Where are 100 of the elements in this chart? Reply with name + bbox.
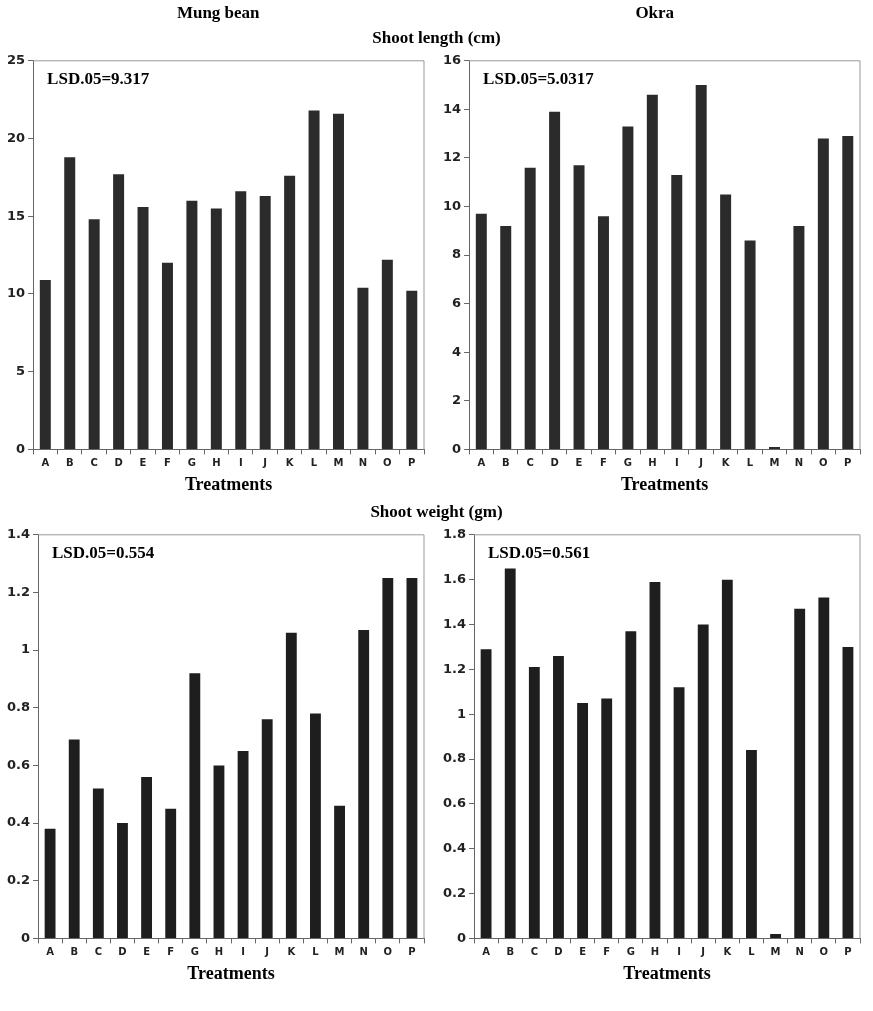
bar bbox=[310, 713, 321, 938]
bar bbox=[68, 739, 80, 938]
y-tick-label: 0.2 bbox=[7, 872, 31, 888]
x-tick-label: A bbox=[477, 456, 486, 468]
y-tick-label: 0 bbox=[20, 929, 31, 945]
y-tick-label: 10 bbox=[7, 285, 26, 301]
y-tick-label: 1 bbox=[20, 641, 31, 657]
bar bbox=[406, 290, 418, 449]
bar bbox=[165, 808, 177, 938]
bar bbox=[189, 673, 201, 938]
bar bbox=[406, 578, 418, 938]
y-tick-label: 0.6 bbox=[443, 795, 467, 811]
y-tick-label: 1.2 bbox=[7, 583, 31, 599]
y-tick-label: 10 bbox=[443, 197, 462, 213]
y-tick-label: 16 bbox=[443, 52, 462, 68]
x-tick-label: J bbox=[700, 945, 706, 957]
x-tick-label: P bbox=[408, 945, 416, 957]
x-tick-label: F bbox=[167, 945, 175, 957]
y-tick-label: 25 bbox=[7, 52, 26, 68]
bar bbox=[237, 751, 249, 938]
bar bbox=[549, 111, 561, 449]
chart-title: Mung bean bbox=[175, 2, 261, 24]
x-tick-label: B bbox=[70, 945, 79, 957]
x-tick-label: D bbox=[114, 456, 123, 468]
y-tick-label: 1.6 bbox=[443, 571, 467, 587]
y-tick-label: 0.6 bbox=[7, 756, 31, 772]
bar bbox=[88, 219, 100, 449]
y-tick-label: 0.8 bbox=[443, 750, 467, 766]
y-tick-label: 8 bbox=[452, 246, 462, 262]
x-tick-label: I bbox=[674, 456, 679, 468]
x-tick-label: K bbox=[721, 456, 731, 468]
x-tick-label: O bbox=[819, 945, 829, 957]
x-axis-title: Treatments bbox=[187, 962, 275, 983]
bar bbox=[818, 597, 830, 938]
bar bbox=[646, 94, 658, 449]
bar bbox=[358, 629, 370, 938]
x-tick-label: L bbox=[748, 945, 756, 957]
x-tick-label: A bbox=[46, 945, 55, 957]
bar bbox=[842, 136, 854, 449]
annotation: LSD.05=9.317 bbox=[47, 68, 150, 88]
x-tick-label: F bbox=[603, 945, 611, 957]
x-axis-title: Treatments bbox=[620, 473, 709, 494]
bar bbox=[553, 655, 564, 938]
y-tick-label: 15 bbox=[7, 207, 26, 223]
x-tick-label: G bbox=[187, 456, 197, 468]
y-tick-label: 6 bbox=[452, 295, 462, 311]
bar bbox=[842, 646, 854, 938]
x-tick-label: N bbox=[795, 945, 804, 957]
x-tick-label: B bbox=[65, 456, 74, 468]
bar bbox=[601, 698, 613, 938]
bar bbox=[64, 157, 76, 449]
x-tick-label: M bbox=[770, 945, 781, 957]
x-tick-label: A bbox=[482, 945, 491, 957]
bar bbox=[671, 174, 683, 449]
bar bbox=[528, 667, 540, 938]
x-tick-label: B bbox=[506, 945, 515, 957]
x-tick-label: J bbox=[698, 456, 704, 468]
x-axis-title: Treatments bbox=[184, 473, 273, 494]
chart-subtitle: Shoot length (cm) bbox=[371, 27, 502, 49]
x-tick-label: N bbox=[359, 945, 368, 957]
bar bbox=[39, 279, 51, 449]
x-tick-label: E bbox=[139, 456, 147, 468]
y-tick-label: 1 bbox=[456, 705, 467, 721]
x-tick-label: K bbox=[287, 945, 297, 957]
x-tick-label: J bbox=[262, 456, 268, 468]
x-tick-label: P bbox=[408, 456, 416, 468]
bar bbox=[117, 823, 128, 938]
x-tick-label: F bbox=[600, 456, 607, 468]
bar bbox=[382, 578, 394, 938]
x-tick-label: N bbox=[794, 456, 804, 468]
y-tick-label: 12 bbox=[443, 149, 462, 165]
bar bbox=[673, 687, 685, 938]
x-tick-label: H bbox=[212, 456, 221, 468]
bar bbox=[381, 259, 393, 449]
bar bbox=[697, 624, 709, 938]
bar bbox=[92, 788, 104, 938]
bar bbox=[770, 933, 781, 938]
bar bbox=[332, 113, 344, 449]
x-tick-label: G bbox=[190, 945, 199, 957]
x-tick-label: E bbox=[579, 945, 587, 957]
x-tick-label: J bbox=[264, 945, 270, 957]
x-tick-label: G bbox=[626, 945, 635, 957]
x-tick-label: I bbox=[677, 945, 681, 957]
x-tick-label: O bbox=[383, 945, 393, 957]
x-tick-label: L bbox=[312, 945, 320, 957]
x-tick-label: M bbox=[333, 456, 344, 468]
bar bbox=[622, 126, 634, 449]
bar bbox=[744, 240, 756, 449]
y-tick-label: 5 bbox=[16, 363, 26, 379]
x-tick-label: K bbox=[723, 945, 733, 957]
x-tick-label: C bbox=[90, 456, 98, 468]
bar bbox=[597, 216, 609, 449]
x-tick-label: A bbox=[41, 456, 50, 468]
bar bbox=[793, 225, 805, 449]
bar bbox=[794, 608, 806, 938]
x-tick-label: H bbox=[648, 456, 657, 468]
bar bbox=[573, 165, 585, 449]
bar bbox=[720, 194, 732, 449]
bar bbox=[141, 776, 153, 938]
bar bbox=[721, 579, 733, 938]
